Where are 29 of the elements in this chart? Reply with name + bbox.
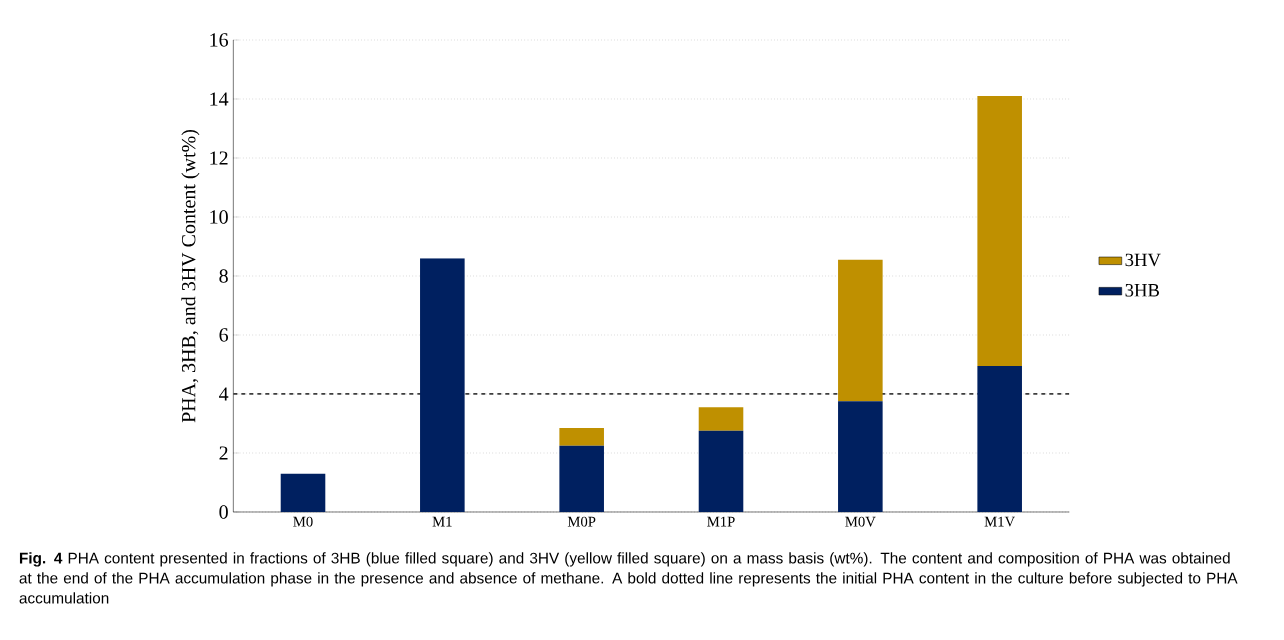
legend-label: 3HV bbox=[1125, 253, 1161, 267]
legend-label: 3HB bbox=[1125, 284, 1160, 297]
bar bbox=[977, 365, 1022, 512]
x-tick-label: M0P bbox=[567, 516, 596, 527]
x-tick-label: M1V bbox=[984, 516, 1015, 527]
bar bbox=[838, 401, 883, 512]
y-tick-label: 4 bbox=[219, 387, 229, 401]
bar bbox=[280, 473, 326, 512]
x-tick-label: M1 bbox=[432, 516, 452, 527]
bar bbox=[559, 427, 604, 446]
y-tick-label: 6 bbox=[219, 328, 229, 342]
y-tick-label: 12 bbox=[210, 151, 228, 165]
bar bbox=[559, 445, 604, 512]
x-tick-label: M0V bbox=[845, 516, 876, 527]
bar bbox=[420, 258, 465, 512]
y-tick-label: 10 bbox=[210, 210, 228, 224]
y-tick-label: 8 bbox=[219, 269, 228, 283]
x-tick-label: M1P bbox=[707, 516, 735, 527]
y-tick-label: 2 bbox=[219, 446, 228, 460]
y-tick-label: 0 bbox=[219, 505, 228, 519]
x-tick-label: M0 bbox=[293, 516, 313, 527]
y-tick-label: 16 bbox=[210, 33, 229, 47]
bar bbox=[698, 430, 744, 512]
y-axis-title: PHA, 3HB, and 3HV Content (wt%) bbox=[181, 129, 200, 423]
text: Fig. 4 PHA content presented in fractions of 3HB (blue filled square) and 3HV (yellow filled square) on a mass basis (wt%). The content and composition of PHA was obtained at the end of the PHA accumulation phase in the presence and absence of methane. A bold dotted line represents the initial PHA content in the culture before subjected to PHA accumulation bbox=[19, 552, 1238, 604]
bar bbox=[977, 96, 1022, 366]
bar bbox=[838, 259, 883, 402]
bar bbox=[698, 407, 744, 431]
y-tick-label: 14 bbox=[210, 92, 229, 106]
